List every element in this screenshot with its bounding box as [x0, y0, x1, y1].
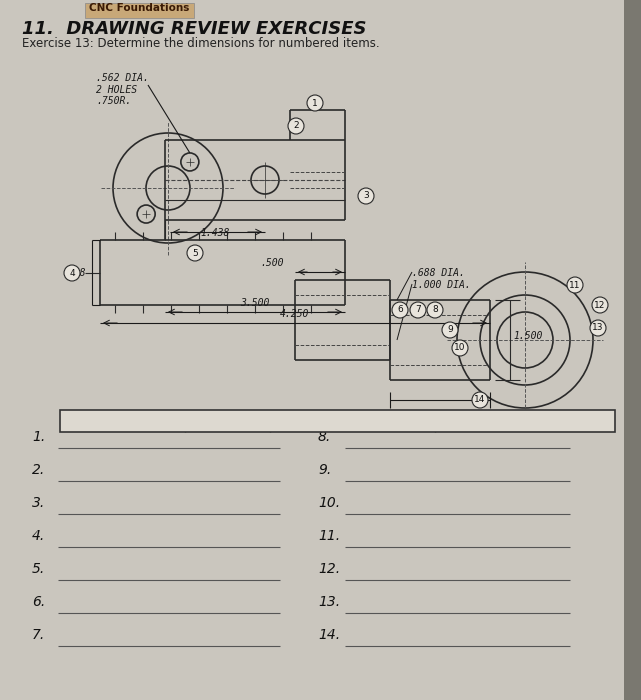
Text: 1.: 1. [32, 430, 46, 444]
Circle shape [288, 118, 304, 134]
Text: 10.: 10. [318, 496, 340, 510]
Circle shape [590, 320, 606, 336]
Text: 4.250: 4.250 [280, 309, 310, 319]
Text: Exercise 13: Determine the dimensions for numbered items.: Exercise 13: Determine the dimensions fo… [22, 37, 379, 50]
Text: NO 1-5-19: NO 1-5-19 [495, 416, 554, 426]
Text: 11.: 11. [318, 529, 340, 543]
Text: .562 DIA.
2 HOLES
.750R.: .562 DIA. 2 HOLES .750R. [96, 73, 149, 106]
Text: 1.500: 1.500 [513, 331, 542, 341]
Text: 2.: 2. [32, 463, 46, 477]
Text: 3.500: 3.500 [240, 298, 270, 308]
Text: 13: 13 [592, 323, 604, 332]
Circle shape [410, 302, 426, 318]
Text: 9: 9 [447, 326, 453, 335]
Text: 13.: 13. [318, 595, 340, 609]
Circle shape [427, 302, 443, 318]
Circle shape [392, 302, 408, 318]
Text: .468: .468 [63, 268, 86, 278]
Text: 7.: 7. [32, 628, 46, 642]
Text: 10: 10 [454, 344, 466, 353]
Circle shape [452, 340, 468, 356]
Text: 9.: 9. [318, 463, 331, 477]
FancyBboxPatch shape [85, 3, 194, 18]
Text: 1: 1 [312, 99, 318, 108]
Text: 3.: 3. [32, 496, 46, 510]
Text: 4: 4 [69, 269, 75, 277]
Text: NAME  LEFT BEARING: NAME LEFT BEARING [290, 416, 415, 426]
Bar [60, 410, 615, 432]
Text: 14: 14 [474, 395, 486, 405]
Circle shape [358, 188, 374, 204]
Circle shape [567, 277, 583, 293]
Text: CNC Foundations: CNC Foundations [89, 3, 189, 13]
Text: 14.: 14. [318, 628, 340, 642]
Circle shape [592, 297, 608, 313]
Text: 1.438: 1.438 [200, 228, 229, 238]
Text: 11.  DRAWING REVIEW EXERCISES: 11. DRAWING REVIEW EXERCISES [22, 20, 367, 38]
Text: .688 DIA.: .688 DIA. [412, 268, 465, 278]
Text: .500: .500 [260, 258, 284, 268]
Text: 12: 12 [594, 300, 606, 309]
Text: 8.: 8. [318, 430, 331, 444]
Text: 12.: 12. [318, 562, 340, 576]
Text: 11: 11 [569, 281, 581, 290]
Text: 7: 7 [415, 305, 421, 314]
Bar [624, 0, 641, 700]
Text: FINISH  NONE: FINISH NONE [187, 416, 267, 426]
Text: 6: 6 [397, 305, 403, 314]
Circle shape [442, 322, 458, 338]
Text: 5.: 5. [32, 562, 46, 576]
Circle shape [64, 265, 80, 281]
Text: 3: 3 [363, 192, 369, 200]
Text: 2: 2 [293, 122, 299, 130]
Text: 6.: 6. [32, 595, 46, 609]
Circle shape [472, 392, 488, 408]
Text: 8: 8 [432, 305, 438, 314]
Text: 1.000 DIA.: 1.000 DIA. [412, 280, 470, 290]
Text: 5: 5 [192, 248, 198, 258]
Text: MATERIAL  BRASS: MATERIAL BRASS [71, 416, 174, 426]
Circle shape [187, 245, 203, 261]
Circle shape [307, 95, 323, 111]
Text: 4.: 4. [32, 529, 46, 543]
